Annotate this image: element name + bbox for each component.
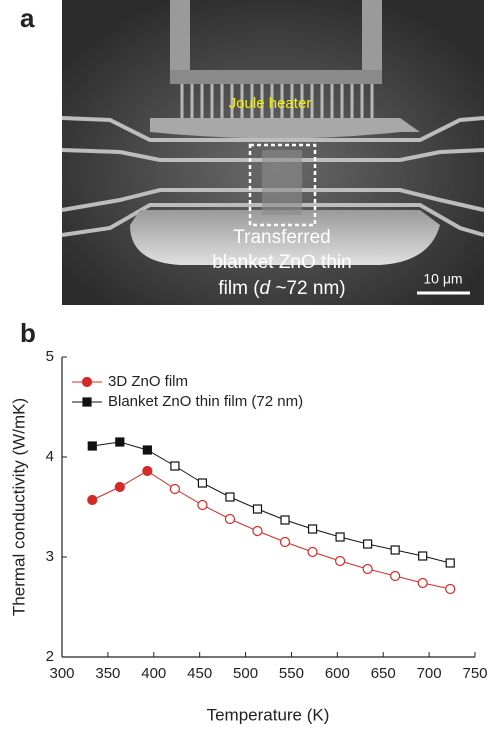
data-point — [226, 493, 234, 501]
sample-label: blanket ZnO thin — [212, 252, 351, 273]
x-axis-label: Temperature (K) — [207, 705, 330, 724]
x-tick-label: 450 — [187, 665, 212, 682]
panel-label: b — [20, 318, 36, 348]
sample-label: film (d ~72 nm) — [218, 278, 345, 299]
data-point — [364, 540, 372, 548]
figure: a Joule heater Transferred blanket ZnO t… — [0, 0, 493, 730]
panel-label: a — [20, 3, 35, 33]
y-tick-label: 4 — [46, 448, 54, 465]
data-point — [170, 485, 179, 494]
data-point — [171, 462, 179, 470]
sample-label-part: film ( — [218, 278, 260, 299]
data-point — [253, 505, 261, 513]
data-point — [225, 515, 234, 524]
x-tick-label: 600 — [325, 665, 350, 682]
y-axis-label: Thermal conductivity (W/mK) — [9, 398, 28, 616]
data-point — [143, 467, 152, 476]
x-tick-label: 550 — [279, 665, 304, 682]
data-point — [419, 552, 427, 560]
data-point — [446, 559, 454, 567]
data-point — [253, 527, 262, 536]
data-point — [336, 533, 344, 541]
legend-label: Blanket ZnO thin film (72 nm) — [108, 393, 303, 410]
x-tick-label: 300 — [49, 665, 74, 682]
x-tick-label: 400 — [141, 665, 166, 682]
data-point — [281, 516, 289, 524]
data-point — [308, 548, 317, 557]
data-point — [198, 501, 207, 510]
x-tick-label: 750 — [462, 665, 487, 682]
sample-label-part: ~72 nm) — [270, 278, 346, 299]
data-point — [198, 479, 206, 487]
scale-bar-label: 10 μm — [423, 271, 462, 287]
data-point — [281, 538, 290, 547]
x-tick-label: 350 — [95, 665, 120, 682]
data-point — [391, 546, 399, 554]
x-tick-label: 700 — [417, 665, 442, 682]
data-point — [418, 579, 427, 588]
data-point — [309, 525, 317, 533]
data-point — [446, 585, 455, 594]
data-point — [336, 557, 345, 566]
x-tick-label: 650 — [371, 665, 396, 682]
data-point — [363, 565, 372, 574]
data-point — [391, 572, 400, 581]
legend-marker — [83, 398, 91, 406]
series-line — [92, 442, 450, 563]
data-point — [116, 438, 124, 446]
sample-label: Transferred — [233, 227, 331, 248]
y-tick-label: 5 — [46, 348, 54, 365]
legend-label: 3D ZnO film — [108, 373, 188, 390]
heater-label: Joule heater — [229, 95, 312, 112]
data-point — [88, 496, 97, 505]
data-point — [143, 446, 151, 454]
legend-marker — [83, 378, 92, 387]
y-tick-label: 2 — [46, 648, 54, 665]
y-tick-label: 3 — [46, 548, 54, 565]
data-point — [88, 442, 96, 450]
data-point — [115, 483, 124, 492]
x-tick-label: 500 — [233, 665, 258, 682]
